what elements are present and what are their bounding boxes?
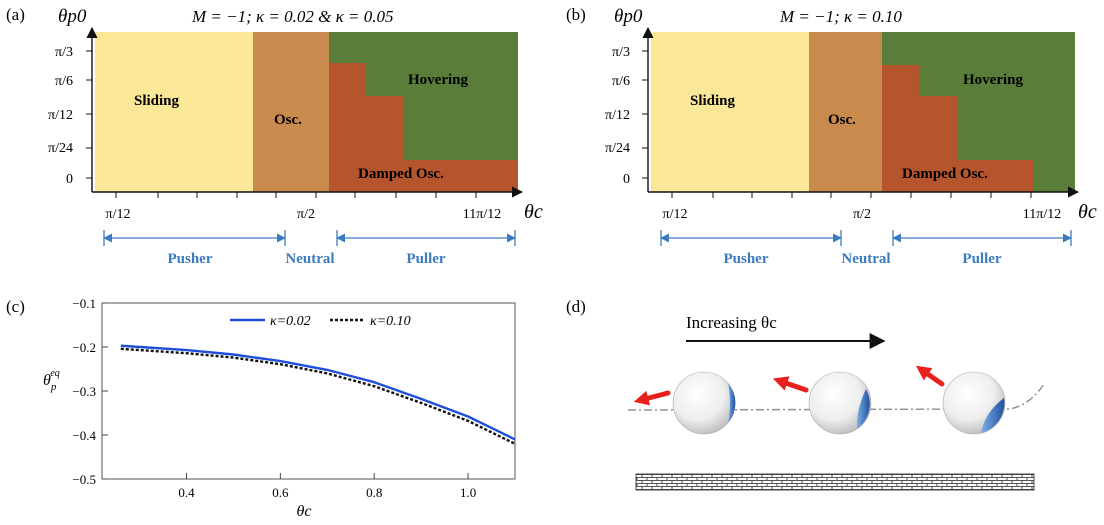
x-tick-label: π/12 xyxy=(663,207,688,222)
sliding-label: Sliding xyxy=(134,93,180,109)
y-tick-label: −0.1 xyxy=(72,296,96,311)
y-tick-label: 0 xyxy=(66,172,73,187)
pusher-label: Pusher xyxy=(724,251,769,267)
panel-a-y-label: θp0 xyxy=(58,6,87,27)
panel-b-y-label: θp0 xyxy=(614,6,643,27)
neutral-label: Neutral xyxy=(841,251,890,267)
x-tick-label: 0.8 xyxy=(366,485,382,500)
y-tick-label: π/3 xyxy=(55,45,73,60)
y-tick-label: π/12 xyxy=(48,108,73,123)
panel-d-tag: (d) xyxy=(566,297,586,316)
orientation-arrow xyxy=(915,365,945,387)
osc-label: Osc. xyxy=(274,112,302,128)
legend: κ=0.02 κ=0.10 xyxy=(230,314,411,329)
panel-b-x-label: θc xyxy=(1078,201,1097,223)
damped-osc-region xyxy=(882,65,1034,192)
y-tick-label: −0.4 xyxy=(72,428,96,443)
damped-osc-label: Damped Osc. xyxy=(358,166,444,182)
chart-c: −0.1 −0.2 −0.3 −0.4 −0.5 0.4 0.6 0.8 1.0 xyxy=(72,296,515,500)
sphere-3 xyxy=(942,371,1006,435)
legend-label-kappa-002: κ=0.02 xyxy=(270,314,311,329)
hovering-label: Hovering xyxy=(963,72,1023,88)
panel-b-tag: (b) xyxy=(566,5,586,24)
y-tick-label: π/6 xyxy=(55,74,73,89)
trajectory-line xyxy=(627,383,1045,411)
y-tick-label: π/12 xyxy=(605,108,630,123)
series-line-kappa-010 xyxy=(120,347,515,445)
x-tick-label: 0.4 xyxy=(178,485,195,500)
sliding-region xyxy=(95,32,253,192)
pusher-label: Pusher xyxy=(168,251,213,267)
x-tick-label: 0.6 xyxy=(272,485,289,500)
puller-label: Puller xyxy=(406,251,445,267)
y-tick-label: 0 xyxy=(623,172,630,187)
panel-d: (d) Increasing θc xyxy=(566,297,1045,491)
panel-b-title: M = −1; κ = 0.10 xyxy=(779,7,902,26)
damped-osc-label: Damped Osc. xyxy=(902,166,988,182)
osc-region xyxy=(809,32,882,192)
panel-a: (a) θp0 M = −1; κ = 0.02 & κ = 0.05 Slid… xyxy=(6,5,543,267)
panel-a-title: M = −1; κ = 0.02 & κ = 0.05 xyxy=(191,7,394,26)
x-tick-label: π/2 xyxy=(297,207,315,222)
plot-frame xyxy=(101,302,516,480)
y-axis-title: θpeq xyxy=(43,368,60,393)
y-tick-label: −0.5 xyxy=(72,472,96,487)
wall xyxy=(635,473,1035,491)
y-tick-label: −0.2 xyxy=(72,340,96,355)
y-tick-label: −0.3 xyxy=(72,384,96,399)
series-line-kappa-002 xyxy=(120,344,515,441)
y-tick-label: π/3 xyxy=(612,45,630,60)
x-axis-title: θc xyxy=(297,503,312,520)
panel-a-tag: (a) xyxy=(6,5,25,24)
x-tick-label: 11π/12 xyxy=(1023,207,1061,222)
x-tick-label: π/2 xyxy=(853,207,871,222)
panel-c: (c) −0.1 −0.2 −0.3 −0.4 −0.5 0.4 0.6 0.8 1.0 θpe… xyxy=(6,296,516,520)
x-tick-label: 11π/12 xyxy=(463,207,501,222)
damped-osc-region xyxy=(329,63,518,192)
x-tick-label: 1.0 xyxy=(460,485,476,500)
osc-region xyxy=(253,32,329,192)
y-tick-label: π/24 xyxy=(605,141,630,156)
sliding-label: Sliding xyxy=(690,93,736,109)
panel-c-tag: (c) xyxy=(6,297,25,316)
orientation-arrow xyxy=(772,376,809,393)
y-tick-label: π/6 xyxy=(612,74,630,89)
hovering-label: Hovering xyxy=(408,72,468,88)
puller-label: Puller xyxy=(962,251,1001,267)
sphere-1 xyxy=(672,371,736,435)
legend-label-kappa-010: κ=0.10 xyxy=(370,314,411,329)
increasing-label: Increasing θc xyxy=(686,313,777,332)
sphere-2 xyxy=(808,371,872,435)
panel-a-x-label: θc xyxy=(524,201,543,223)
panel-b: (b) θp0 M = −1; κ = 0.10 Sliding Osc. Ho… xyxy=(566,5,1097,267)
sliding-region xyxy=(651,32,809,192)
orientation-arrow xyxy=(633,390,671,406)
y-tick-label: π/24 xyxy=(48,141,73,156)
osc-label: Osc. xyxy=(828,112,856,128)
x-tick-label: π/12 xyxy=(106,207,131,222)
neutral-label: Neutral xyxy=(285,251,334,267)
